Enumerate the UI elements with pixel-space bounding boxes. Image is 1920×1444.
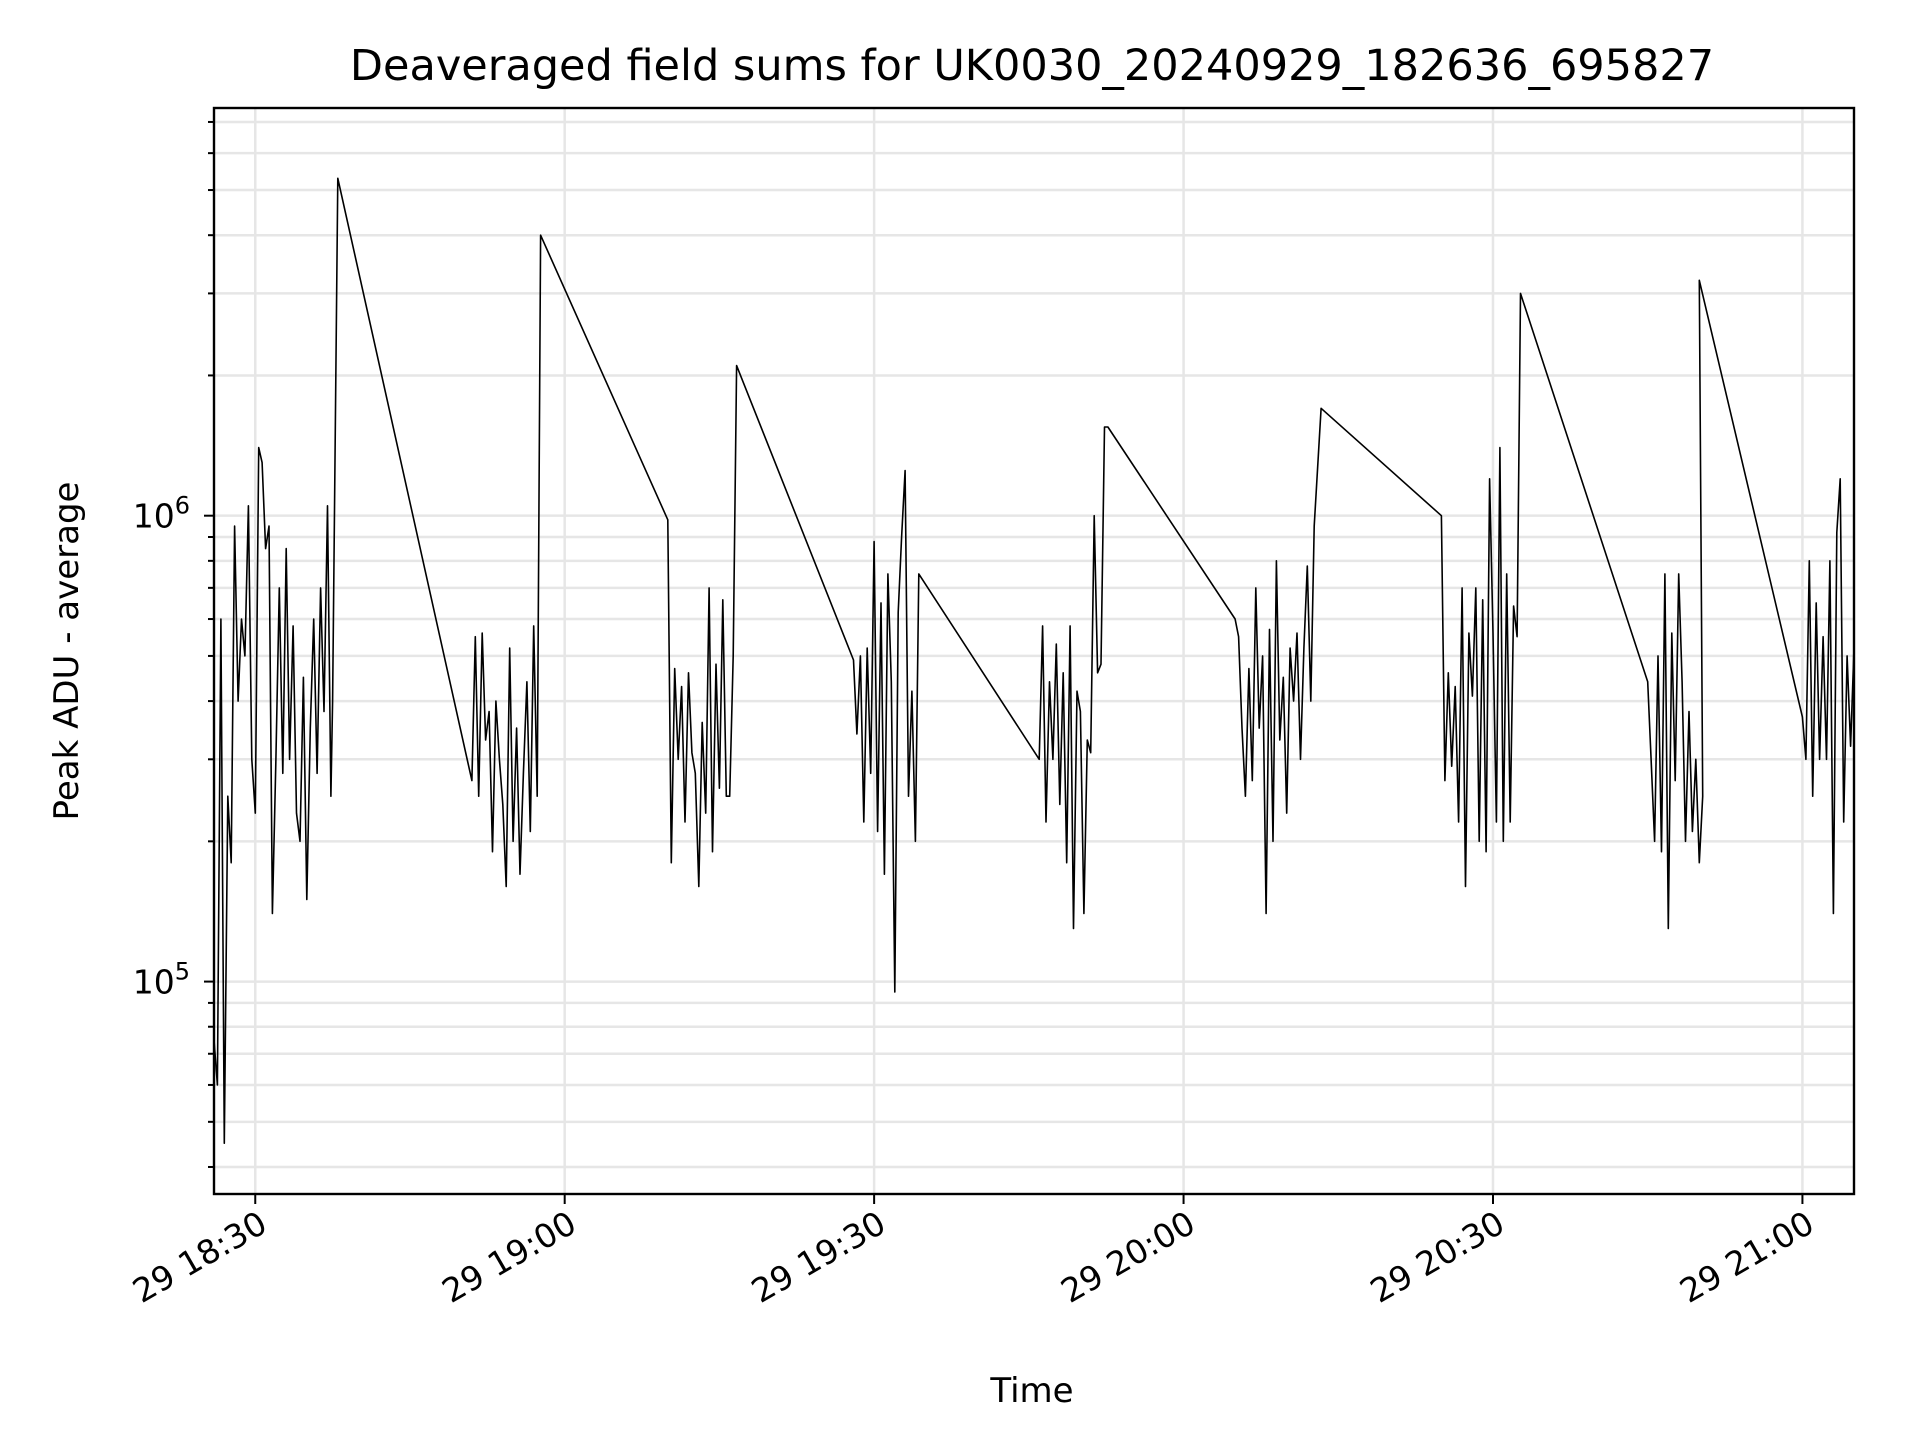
x-tick-label: 29 20:00	[1054, 1203, 1201, 1311]
y-tick-label: 105	[133, 958, 190, 1002]
x-axis-label: Time	[989, 1371, 1073, 1411]
series-layer	[213, 177, 1855, 1144]
grid-lines	[214, 108, 1854, 1194]
series-line-0	[213, 177, 1855, 1144]
x-tick-label: 29 21:00	[1673, 1203, 1820, 1311]
chart-title: Deaveraged field sums for UK0030_2024092…	[350, 41, 1714, 91]
x-tick-label: 29 20:30	[1364, 1203, 1511, 1311]
axis-ticks: 29 18:30 29 19:00 29 19:30 29 20:00 29 20:30…	[126, 120, 1820, 1311]
y-axis-label: Peak ADU - average	[47, 482, 87, 821]
plot-frame	[212, 106, 1856, 1196]
y-tick-label: 106	[133, 492, 190, 536]
x-tick-label: 29 19:30	[745, 1203, 892, 1311]
x-tick-label: 29 19:00	[435, 1203, 582, 1311]
x-tick-label: 29 18:30	[126, 1203, 273, 1311]
